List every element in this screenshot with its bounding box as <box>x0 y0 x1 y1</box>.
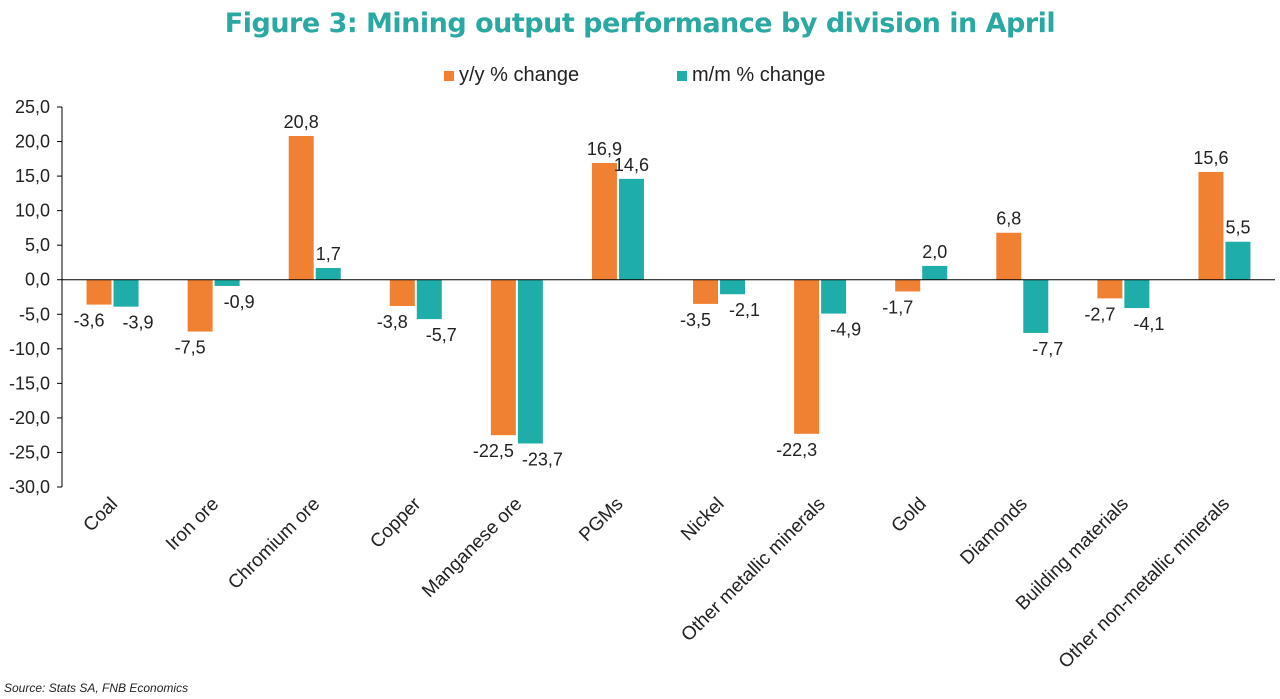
legend-swatch-yy <box>444 70 454 81</box>
bar-yy <box>389 279 415 306</box>
bar-mm <box>315 267 341 280</box>
data-label: 14,6 <box>614 155 649 175</box>
data-label: -3,6 <box>74 311 105 331</box>
data-label: 5,5 <box>1225 218 1250 238</box>
bar-mm <box>720 279 746 295</box>
bar-mm <box>821 279 847 314</box>
data-label: -5,7 <box>426 325 457 345</box>
x-tick-label: Copper <box>366 493 425 552</box>
y-tick-label: -25,0 <box>9 442 50 462</box>
data-label: -22,5 <box>473 441 514 461</box>
bar-yy <box>996 232 1022 280</box>
y-tick-label: -5,0 <box>19 304 50 324</box>
y-tick-label: 10,0 <box>15 201 50 221</box>
legend-label-yy: y/y % change <box>459 64 580 86</box>
bar-mm <box>416 279 442 320</box>
data-label: -0,9 <box>224 292 255 312</box>
x-tick-label: Manganese ore <box>418 494 526 602</box>
y-tick-label: -15,0 <box>9 373 50 393</box>
data-label: 20,8 <box>284 112 319 132</box>
y-tick-label: 20,0 <box>15 132 50 152</box>
bar-yy <box>187 279 213 332</box>
legend-item-yy: y/y % change <box>444 64 579 87</box>
data-label: -2,7 <box>1084 304 1115 324</box>
data-label: -23,7 <box>522 449 563 469</box>
data-label: 15,6 <box>1193 148 1228 168</box>
bar-yy <box>86 279 112 305</box>
bar-yy <box>591 162 617 280</box>
bar-yy <box>794 279 820 434</box>
legend-swatch-mm <box>677 70 687 81</box>
y-tick-label: 5,0 <box>25 235 50 255</box>
data-label: -3,9 <box>123 313 154 333</box>
bar-mm <box>1225 241 1251 280</box>
legend-label-mm: m/m % change <box>692 64 826 86</box>
source-note: Source: Stats SA, FNB Economics <box>4 681 189 695</box>
data-label: -3,8 <box>377 312 408 332</box>
bar-yy <box>288 136 314 280</box>
bar-mm <box>214 279 240 286</box>
y-tick-label: -20,0 <box>9 408 50 428</box>
x-tick-label: Coal <box>80 494 122 536</box>
y-tick-label: 15,0 <box>15 166 50 186</box>
data-label: -2,1 <box>729 300 760 320</box>
legend-item-mm: m/m % change <box>677 64 825 87</box>
bar-yy <box>895 279 921 292</box>
bar-yy <box>693 279 719 304</box>
data-label: -7,5 <box>175 338 206 358</box>
data-label: 6,8 <box>996 209 1021 229</box>
data-label: 16,9 <box>587 139 622 159</box>
data-label: -4,9 <box>830 320 861 340</box>
data-label: -7,7 <box>1032 339 1063 359</box>
bar-mm <box>1124 279 1150 309</box>
bar-mm <box>1023 279 1049 333</box>
data-label: -4,1 <box>1133 314 1164 334</box>
x-tick-label: Gold <box>888 494 931 537</box>
data-label: -3,5 <box>680 310 711 330</box>
chart-title: Figure 3: Mining output performance by d… <box>224 8 1056 39</box>
y-tick-label: 25,0 <box>15 97 50 117</box>
y-tick-label: -30,0 <box>9 477 50 497</box>
y-tick-label: 0,0 <box>25 270 50 290</box>
data-label: 1,7 <box>316 244 341 264</box>
x-tick-label: PGMs <box>575 494 627 546</box>
x-tick-label: Building materials <box>1012 494 1133 615</box>
bar-mm <box>113 279 139 307</box>
chart-legend: y/y % change m/m % change <box>0 64 1280 90</box>
x-tick-label: Diamonds <box>956 494 1031 569</box>
data-label: -22,3 <box>776 440 817 460</box>
x-tick-label: Iron ore <box>162 494 223 555</box>
x-tick-label: Chromium ore <box>224 494 324 594</box>
bar-mm <box>517 279 543 444</box>
bar-mm <box>922 265 948 280</box>
data-label: -1,7 <box>882 297 913 317</box>
data-label: 2,0 <box>922 242 947 262</box>
bar-yy <box>1198 171 1224 280</box>
bar-yy <box>490 279 516 436</box>
x-tick-label: Other non-metallic minerals <box>1055 494 1234 673</box>
bar-mm <box>618 178 644 280</box>
bar-yy <box>1097 279 1123 299</box>
x-tick-label: Nickel <box>677 494 728 545</box>
y-tick-label: -10,0 <box>9 339 50 359</box>
